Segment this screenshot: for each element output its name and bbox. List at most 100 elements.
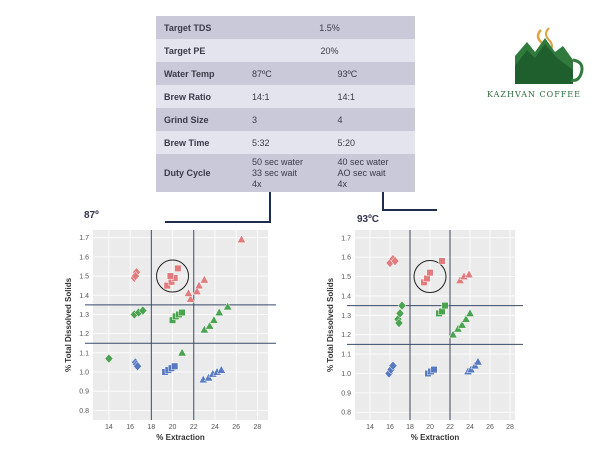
y-tick-label: 0.8 bbox=[341, 410, 351, 417]
blue-square-point bbox=[171, 362, 179, 370]
row-label: Water Temp bbox=[156, 62, 244, 85]
x-tick-label: 28 bbox=[506, 424, 514, 431]
x-axis-label: % Extraction bbox=[411, 433, 460, 442]
x-tick-label: 14 bbox=[366, 424, 374, 431]
y-tick-label: 1.1 bbox=[341, 352, 351, 359]
green-triangle-point bbox=[448, 329, 458, 339]
red-triangle-point bbox=[194, 280, 204, 290]
green-diamond-point bbox=[397, 300, 407, 311]
table-row: Brew Time 5:32 5:20 bbox=[156, 131, 415, 154]
brand-name: KAZHVAN COFFEE bbox=[487, 90, 581, 99]
value-87: 50 sec water 33 sec wait 4x bbox=[244, 154, 330, 192]
green-triangle-point bbox=[223, 301, 233, 311]
y-tick-label: 1.1 bbox=[79, 350, 89, 357]
value-93: 5:20 bbox=[329, 131, 415, 154]
y-tick-label: 0.9 bbox=[79, 389, 89, 396]
x-axis-label: % Extraction bbox=[156, 433, 205, 442]
brew-parameters-table: Target TDS 1.5% Target PE 20% Water Temp 87ºC… bbox=[156, 16, 415, 192]
red-diamond-point bbox=[390, 256, 400, 266]
value-93: 4 bbox=[329, 108, 415, 131]
y-tick-label: 1.3 bbox=[79, 312, 89, 319]
red-square-point bbox=[163, 282, 171, 290]
blue-diamond-point bbox=[388, 360, 398, 371]
y-tick-label: 1.4 bbox=[79, 293, 89, 300]
value-93: 14:1 bbox=[329, 85, 415, 108]
chart-title-87: 87º bbox=[84, 210, 99, 221]
x-tick-label: 28 bbox=[253, 424, 261, 431]
red-square-point bbox=[174, 264, 182, 272]
y-tick-label: 1.5 bbox=[341, 274, 351, 281]
blue-square-point bbox=[430, 366, 438, 374]
table-row: Grind Size 3 4 bbox=[156, 108, 415, 131]
green-triangle-point bbox=[461, 314, 471, 323]
x-tick-label: 16 bbox=[386, 424, 394, 431]
chart-87: 14 16 18 20 22 24 26 28 0.8 0.9 1.0 1.1 1.2 1.3 1.4 1.5… bbox=[64, 230, 276, 442]
x-tick-label: 18 bbox=[406, 424, 414, 431]
red-square-point bbox=[426, 269, 434, 277]
green-triangle-point bbox=[205, 320, 215, 330]
plot-panel bbox=[355, 230, 515, 420]
x-tick-label: 18 bbox=[147, 424, 155, 431]
y-tick-label: 1.4 bbox=[341, 293, 351, 300]
x-tick-label: 22 bbox=[190, 424, 198, 431]
x-tick-label: 24 bbox=[466, 424, 474, 431]
red-triangle-point bbox=[185, 294, 196, 303]
brand-logo bbox=[505, 26, 585, 88]
value-87: 14:1 bbox=[244, 85, 330, 108]
green-triangle-point bbox=[214, 307, 224, 316]
red-triangle-point bbox=[199, 274, 209, 284]
red-triangle-point bbox=[236, 234, 247, 244]
blue-triangle-point bbox=[473, 356, 483, 366]
table-row: Target TDS 1.5% bbox=[156, 16, 415, 39]
y-tick-label: 0.9 bbox=[341, 390, 351, 397]
x-tick-label: 26 bbox=[232, 424, 240, 431]
blue-triangle-point bbox=[216, 365, 226, 374]
x-tick-label: 24 bbox=[211, 424, 219, 431]
blue-diamond-point bbox=[133, 361, 142, 372]
table-row: Brew Ratio 14:1 14:1 bbox=[156, 85, 415, 108]
row-label: Grind Size bbox=[156, 108, 244, 131]
y-tick-label: 1.5 bbox=[79, 274, 89, 281]
chart-93: 14 16 18 20 22 24 26 28 0.8 0.9 1.0 1.1 1.2 1.3 1.4 1.5… bbox=[326, 230, 523, 442]
target-highlight-circle bbox=[413, 260, 447, 294]
y-tick-label: 1.7 bbox=[79, 235, 89, 242]
red-triangle-point bbox=[464, 269, 474, 279]
y-tick-label: 1.0 bbox=[79, 370, 89, 377]
red-square-point bbox=[166, 272, 174, 280]
x-tick-label: 20 bbox=[426, 424, 434, 431]
table-row: Duty Cycle 50 sec water 33 sec wait 4x 40 se… bbox=[156, 154, 415, 192]
green-square-point bbox=[441, 302, 449, 310]
y-tick-label: 1.2 bbox=[79, 331, 89, 338]
green-triangle-point bbox=[209, 315, 219, 324]
green-diamond-point bbox=[394, 318, 404, 328]
value-87: 3 bbox=[244, 108, 330, 131]
x-tick-label: 22 bbox=[446, 424, 454, 431]
y-tick-label: 1.7 bbox=[341, 235, 351, 242]
coffee-cup-icon bbox=[515, 27, 584, 84]
row-label: Brew Time bbox=[156, 131, 244, 154]
row-label: Target PE bbox=[156, 39, 244, 62]
green-diamond-point bbox=[395, 308, 405, 319]
connector-arrows bbox=[165, 192, 437, 223]
chart-title-93: 93ºC bbox=[357, 214, 379, 225]
connector-line bbox=[382, 192, 437, 211]
value-93: 40 sec water AO sec wait 4x bbox=[329, 154, 415, 192]
green-triangle-point bbox=[177, 347, 187, 357]
green-diamond-point bbox=[138, 305, 148, 316]
value-87: 87ºC bbox=[244, 62, 330, 85]
target-highlight-circle bbox=[156, 259, 190, 293]
row-value: 1.5% bbox=[244, 16, 415, 39]
y-tick-label: 1.3 bbox=[341, 313, 351, 320]
value-87: 5:32 bbox=[244, 131, 330, 154]
row-label: Brew Ratio bbox=[156, 85, 244, 108]
y-tick-label: 1.6 bbox=[79, 254, 89, 261]
table-row: Target PE 20% bbox=[156, 39, 415, 62]
red-triangle-point bbox=[192, 286, 202, 295]
green-diamond-point bbox=[104, 353, 114, 364]
y-tick-label: 1.6 bbox=[341, 255, 351, 262]
row-value: 20% bbox=[244, 39, 415, 62]
row-label: Duty Cycle bbox=[156, 154, 244, 192]
y-axis-label: % Total Dissolved Solids bbox=[326, 277, 335, 372]
x-tick-label: 14 bbox=[105, 424, 113, 431]
red-diamond-point bbox=[131, 271, 140, 281]
